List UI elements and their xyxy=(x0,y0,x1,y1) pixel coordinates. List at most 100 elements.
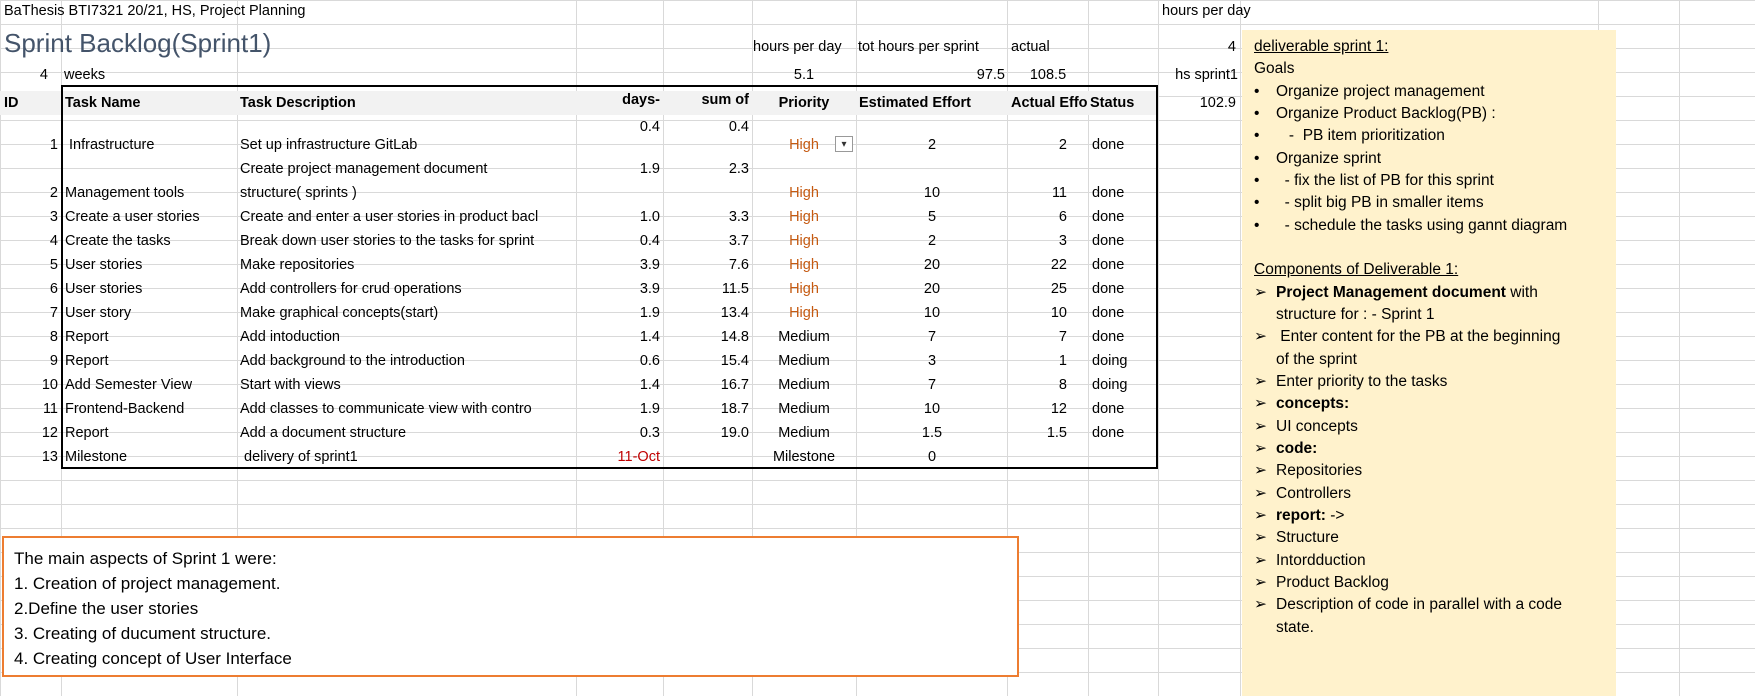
row-sum[interactable]: 3.7 xyxy=(728,233,749,249)
row-est[interactable]: 5 xyxy=(927,209,937,225)
row-sum[interactable]: 7.6 xyxy=(728,257,749,273)
row-desc[interactable]: Add classes to communicate view with con… xyxy=(240,401,532,417)
row-est[interactable]: 10 xyxy=(923,401,941,417)
row-id[interactable]: 6 xyxy=(49,281,58,297)
row-days[interactable]: 0.4 xyxy=(639,119,660,135)
row-priority[interactable]: Milestone xyxy=(772,449,836,465)
row-name[interactable]: Report xyxy=(65,353,109,369)
weeks-label[interactable]: weeks xyxy=(64,67,106,83)
row-desc[interactable]: Set up infrastructure GitLab xyxy=(240,137,418,153)
row-days[interactable]: 1.4 xyxy=(639,377,660,393)
col-id[interactable]: ID xyxy=(4,95,19,111)
col-estimated[interactable]: Estimated Effort xyxy=(859,95,971,111)
row-days[interactable]: 1.4 xyxy=(639,329,660,345)
row-desc[interactable]: structure( sprints ) xyxy=(240,185,357,201)
row-id[interactable]: 5 xyxy=(49,257,58,273)
row-desc[interactable]: Add background to the introduction xyxy=(240,353,465,369)
row-name[interactable]: Frontend-Backend xyxy=(65,401,185,417)
col-priority[interactable]: Priority xyxy=(778,95,830,111)
row-status[interactable]: done xyxy=(1092,305,1125,321)
row-id[interactable]: 9 xyxy=(49,353,58,369)
row-id[interactable]: 11 xyxy=(42,401,58,417)
hpd-value[interactable]: 5.1 xyxy=(793,67,815,83)
row-priority[interactable]: High xyxy=(789,209,819,225)
hours-per-day-label-top[interactable]: hours per day xyxy=(1162,3,1251,19)
row-priority[interactable]: Medium xyxy=(778,329,830,345)
row-name[interactable]: Report xyxy=(65,329,109,345)
row-priority[interactable]: High xyxy=(789,233,819,249)
row-priority[interactable]: High xyxy=(789,257,819,273)
row-days[interactable]: 3.9 xyxy=(639,257,660,273)
doc-title[interactable]: BaThesis BTI7321 20/21, HS, Project Plan… xyxy=(4,3,306,19)
col-actual[interactable]: Actual Effo xyxy=(1011,95,1087,111)
row-days[interactable]: 1.9 xyxy=(639,161,660,177)
row-days[interactable]: 1.9 xyxy=(639,401,660,417)
row-sum[interactable]: 0.4 xyxy=(728,119,749,135)
row-status[interactable]: done xyxy=(1092,257,1125,273)
row-id[interactable]: 8 xyxy=(49,329,58,345)
row-sum[interactable]: 13.4 xyxy=(720,305,749,321)
col-status[interactable]: Status xyxy=(1090,95,1135,111)
tot-hours-label[interactable]: tot hours per sprint xyxy=(858,39,979,55)
row-act[interactable]: 22 xyxy=(1050,257,1067,273)
row-priority[interactable]: High xyxy=(789,137,819,153)
row-days[interactable]: 1.9 xyxy=(639,305,660,321)
row-sum[interactable]: 16.7 xyxy=(720,377,749,393)
row-name[interactable]: User stories xyxy=(65,257,143,273)
row-est[interactable]: 7 xyxy=(927,329,937,345)
row-id[interactable]: 12 xyxy=(41,425,58,441)
row-status[interactable]: done xyxy=(1092,233,1125,249)
tot-hours-value[interactable]: 97.5 xyxy=(976,67,1005,83)
row-desc[interactable]: delivery of sprint1 xyxy=(240,449,358,465)
row-status[interactable]: done xyxy=(1092,281,1125,297)
row-status[interactable]: doing xyxy=(1092,377,1128,393)
row-priority[interactable]: Medium xyxy=(778,401,830,417)
row-est[interactable]: 20 xyxy=(923,281,941,297)
row-id[interactable]: 13 xyxy=(41,449,58,465)
row-act[interactable]: 6 xyxy=(1058,209,1067,225)
row-desc[interactable]: Add a document structure xyxy=(240,425,407,441)
row-act[interactable]: 25 xyxy=(1050,281,1067,297)
row-id[interactable]: 4 xyxy=(49,233,58,249)
row-sum[interactable]: 3.3 xyxy=(728,209,749,225)
row-days[interactable]: 0.3 xyxy=(639,425,660,441)
hpd-label[interactable]: hours per day xyxy=(753,39,842,55)
row-sum[interactable]: 19.0 xyxy=(720,425,749,441)
row-status[interactable]: done xyxy=(1092,425,1125,441)
row-id[interactable]: 3 xyxy=(49,209,58,225)
row-id[interactable]: 2 xyxy=(49,185,58,201)
row-name[interactable]: Milestone xyxy=(65,449,128,465)
row-act[interactable]: 7 xyxy=(1058,329,1067,345)
row-priority[interactable]: High xyxy=(789,185,819,201)
row-sum[interactable]: 11.5 xyxy=(721,281,749,297)
row-name[interactable]: Infrastructure xyxy=(69,137,155,153)
row-est[interactable]: 0 xyxy=(927,449,937,465)
row-act[interactable]: 10 xyxy=(1050,305,1067,321)
sheet-title[interactable]: Sprint Backlog(Sprint1) xyxy=(4,28,272,58)
col-task-name[interactable]: Task Name xyxy=(65,95,141,111)
row-name[interactable]: User stories xyxy=(65,281,143,297)
row-sum[interactable]: 14.8 xyxy=(720,329,749,345)
row-desc-line1[interactable]: Create project management document xyxy=(240,161,488,177)
row-priority[interactable]: High xyxy=(789,305,819,321)
col-sum[interactable]: sum of xyxy=(701,92,749,108)
row-desc[interactable]: Break down user stories to the tasks for… xyxy=(240,233,535,249)
row-act[interactable]: 1.5 xyxy=(1046,425,1067,441)
milestone-date[interactable]: 11-Oct xyxy=(617,449,660,465)
weeks-value[interactable]: 4 xyxy=(39,67,48,83)
filter-dropdown-icon[interactable]: ▾ xyxy=(835,136,853,152)
row-act[interactable]: 12 xyxy=(1050,401,1067,417)
row-name[interactable]: Report xyxy=(65,425,109,441)
hs-sprint-value[interactable]: 102.9 xyxy=(1199,95,1236,111)
row-act[interactable]: 8 xyxy=(1058,377,1067,393)
row-name[interactable]: Create a user stories xyxy=(65,209,200,225)
row-est[interactable]: 7 xyxy=(927,377,937,393)
row-status[interactable]: done xyxy=(1092,401,1125,417)
row-act[interactable]: 3 xyxy=(1058,233,1067,249)
row-status[interactable]: done xyxy=(1092,209,1125,225)
actual-value[interactable]: 108.5 xyxy=(1029,67,1067,83)
row-est[interactable]: 1.5 xyxy=(921,425,943,441)
row-name[interactable]: Add Semester View xyxy=(65,377,193,393)
row-act[interactable]: 1 xyxy=(1058,353,1067,369)
row-desc[interactable]: Start with views xyxy=(240,377,341,393)
